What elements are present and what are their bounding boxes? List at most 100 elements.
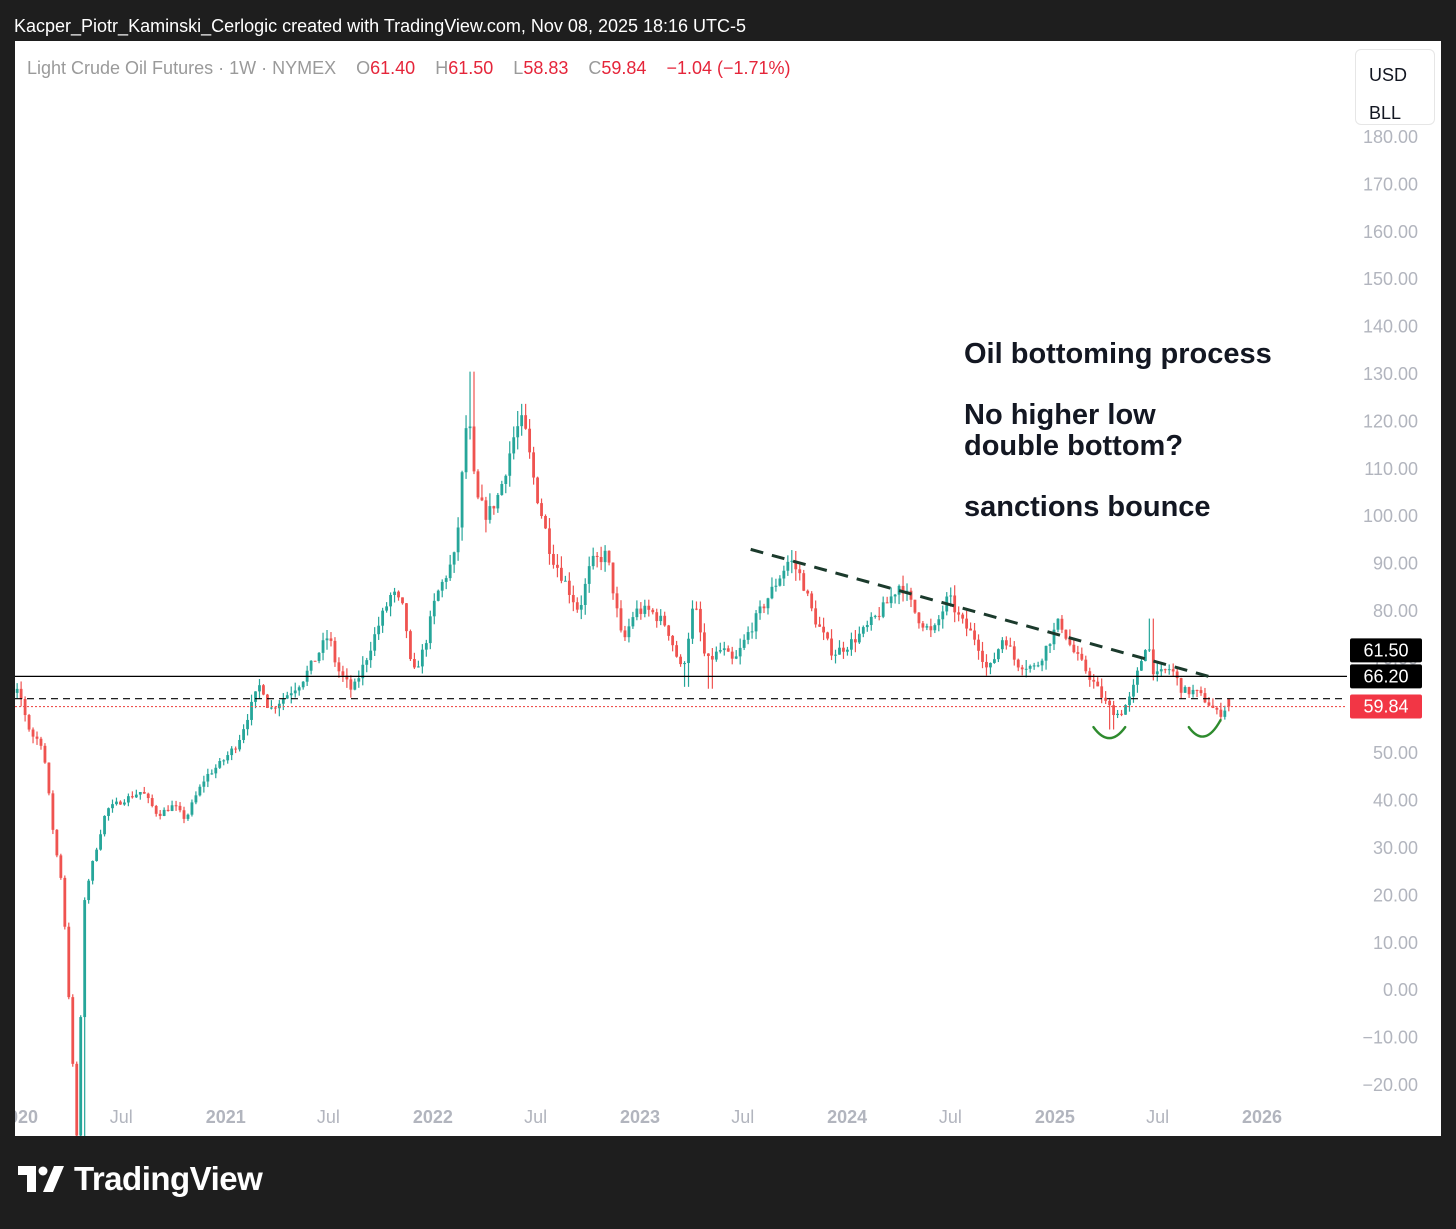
candle-body: [655, 612, 659, 622]
candle-body: [1120, 713, 1123, 715]
candle-body: [321, 640, 325, 653]
candle-body: [1227, 699, 1231, 707]
candle-body: [1171, 669, 1175, 672]
open-value: 61.40: [370, 58, 416, 78]
candle-body: [953, 595, 957, 613]
candle-body: [23, 698, 27, 716]
candle-body: [961, 614, 965, 619]
candle-body: [111, 804, 114, 809]
high-label: H: [435, 58, 449, 78]
candle-body: [607, 550, 611, 563]
candle-body: [846, 649, 849, 652]
candle-body: [1008, 645, 1012, 647]
open-label: O: [356, 58, 371, 78]
candle-body: [552, 553, 555, 565]
candle-body: [770, 586, 774, 599]
descending-trendline: [750, 547, 1213, 679]
candle-body: [150, 798, 154, 806]
candle-body: [262, 685, 265, 695]
candle-body: [1104, 697, 1108, 701]
candle-body: [814, 608, 818, 625]
candle-body: [822, 626, 825, 633]
price-badge-label: 61.50: [1363, 640, 1408, 660]
currency-unit-selector[interactable]: USD BLL: [1355, 49, 1435, 125]
price-badge-label: 66.20: [1363, 666, 1408, 686]
candle-body: [381, 610, 385, 626]
candle-body: [146, 793, 150, 799]
candle-body: [623, 630, 627, 638]
ohlc-legend: Light Crude Oil Futures · 1W · NYMEX O61…: [27, 58, 791, 79]
x-tick-label: Jul: [110, 1107, 133, 1127]
candle-body: [778, 578, 782, 586]
candle-body: [428, 616, 432, 644]
candle-body: [496, 494, 500, 509]
candle-body: [47, 762, 51, 794]
candle-body: [158, 813, 162, 816]
instrument-label: Light Crude Oil Futures · 1W · NYMEX: [27, 58, 337, 78]
candle-body: [107, 808, 110, 816]
candle-body: [460, 472, 464, 528]
candle-body: [166, 809, 170, 811]
candle-body: [603, 550, 607, 563]
candle-body: [1147, 649, 1151, 651]
candle-body: [802, 573, 806, 591]
double-bottom-arc: [1187, 718, 1222, 738]
currency-label[interactable]: USD: [1369, 65, 1408, 85]
candle-body: [981, 650, 984, 662]
candle-body: [91, 860, 95, 881]
tradingview-logo[interactable]: TradingView: [18, 1160, 263, 1198]
candle-body: [1140, 661, 1143, 671]
candle-body: [842, 647, 845, 652]
candle-body: [1068, 638, 1072, 645]
unit-label[interactable]: BLL: [1369, 103, 1402, 123]
candle-body: [818, 624, 822, 627]
candle-body: [1223, 710, 1227, 717]
candle-body: [587, 566, 591, 584]
candle-body: [635, 608, 639, 618]
candle-body: [782, 570, 786, 579]
candle-body: [977, 639, 980, 651]
candle-body: [1020, 667, 1024, 670]
candle-body: [885, 602, 889, 604]
x-tick-label: 2023: [620, 1107, 660, 1127]
candle-body: [333, 640, 337, 663]
candle-body: [254, 691, 257, 702]
change-value: −1.04 (−1.71%): [666, 58, 791, 78]
candle-body: [345, 675, 349, 680]
candlestick-chart[interactable]: 180.00 170.00 160.00 150.00 140.00 130.00 120.…: [15, 41, 1441, 1136]
candle-body: [985, 661, 988, 668]
candle-body: [317, 652, 321, 662]
candle-body: [1124, 705, 1127, 715]
chart-panel[interactable]: 180.00 170.00 160.00 150.00 140.00 130.00 120.…: [15, 41, 1441, 1136]
candle-body: [691, 608, 694, 639]
candle-body: [230, 748, 234, 756]
candle-body: [877, 615, 881, 617]
candle-body: [1143, 650, 1147, 662]
candle-body: [556, 564, 559, 568]
candle-body: [416, 666, 420, 668]
candle-body: [762, 606, 766, 609]
candle-body: [218, 761, 222, 768]
candle-body: [468, 426, 472, 429]
candle-body: [361, 664, 365, 679]
candle-body: [293, 690, 297, 694]
candle-body: [1199, 690, 1203, 694]
candle-body: [794, 560, 798, 570]
y-tick-label: 170.00: [1363, 174, 1418, 194]
candle-body: [790, 560, 794, 562]
candle-body: [917, 612, 921, 624]
candle-body: [1116, 713, 1119, 716]
candle-body: [810, 593, 814, 609]
candle-body: [834, 654, 837, 656]
candle-body: [933, 625, 937, 631]
candle-body: [444, 578, 448, 582]
candle-body: [706, 653, 710, 656]
candle-body: [337, 662, 341, 672]
candle-body: [210, 773, 214, 775]
candle-body: [850, 639, 853, 650]
candle-body: [1203, 693, 1207, 703]
candle-body: [214, 767, 218, 774]
close-value: 59.84: [601, 58, 647, 78]
candle-body: [1096, 681, 1100, 687]
candle-body: [1215, 707, 1219, 710]
